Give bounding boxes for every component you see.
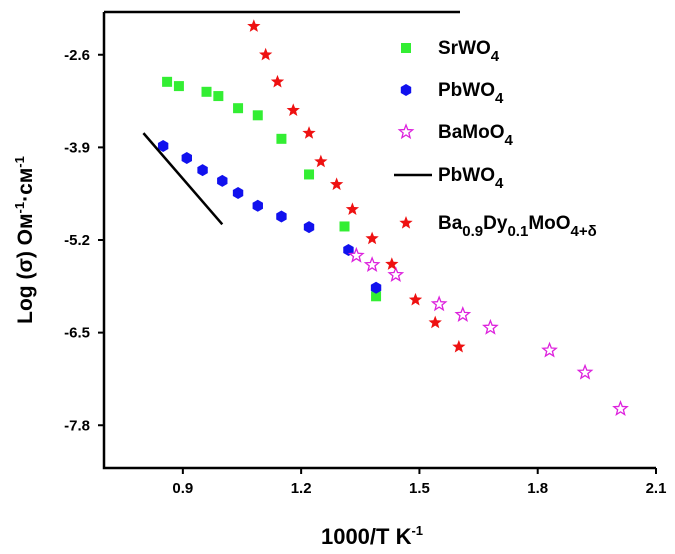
legend-label-srwo4: SrWO4: [438, 38, 500, 65]
y-axis-label: Log (σ) Ом-1·см-1: [12, 156, 37, 324]
axis-frame-left-bottom: [102, 12, 656, 470]
data-point-bdmo: [259, 47, 273, 61]
data-point-bdmo: [286, 103, 300, 116]
data-point-bamoo4: [347, 246, 365, 263]
data-point-srwo4: [162, 76, 173, 87]
legend-label-pbwo4_line: PbWO4: [438, 165, 504, 192]
data-point-bdmo: [302, 126, 316, 139]
y-tick-label: -3.9: [64, 139, 90, 156]
data-point-bamoo4: [363, 256, 381, 273]
data-point-bdmo: [452, 339, 466, 353]
x-tick-label: 1.8: [527, 480, 548, 497]
plot-area: [142, 19, 629, 416]
legend-marker-bamoo4: [397, 123, 415, 140]
series-line-pbwo4_line: [142, 132, 224, 226]
data-point-pbwo4: [217, 174, 228, 187]
data-point-bdmo: [345, 202, 360, 216]
legend-label-pbwo4: PbWO4: [438, 80, 504, 107]
data-point-srwo4: [252, 110, 263, 121]
data-point-bdmo: [365, 231, 379, 245]
data-point-srwo4: [339, 221, 350, 232]
data-point-pbwo4: [343, 243, 354, 256]
data-point-bdmo: [428, 315, 442, 329]
data-point-bamoo4: [430, 295, 448, 312]
legend-label-bamoo4: BaMoO4: [438, 122, 514, 149]
data-point-bamoo4: [482, 318, 499, 335]
x-tick-label: 1.2: [291, 480, 312, 497]
y-tick-label: -7.8: [64, 417, 90, 434]
y-tick-label: -2.6: [64, 47, 90, 64]
data-point-srwo4: [173, 81, 184, 92]
legend-marker-pbwo4: [400, 84, 412, 96]
data-point-bdmo: [385, 257, 399, 270]
x-tick-label: 0.9: [172, 480, 193, 497]
data-point-srwo4: [304, 169, 315, 180]
data-point-pbwo4: [181, 152, 192, 165]
data-point-bdmo: [247, 19, 261, 32]
data-point-bamoo4: [612, 400, 629, 416]
data-point-pbwo4: [252, 199, 263, 212]
y-tick-label: -6.5: [64, 325, 90, 342]
data-point-pbwo4: [157, 139, 169, 152]
legend-marker-bdmo: [399, 216, 413, 229]
data-point-pbwo4: [370, 281, 382, 294]
data-point-bamoo4: [576, 363, 594, 380]
data-point-bamoo4: [541, 341, 558, 358]
data-point-srwo4: [201, 86, 212, 97]
legend: SrWO4 PbWO4 BaMoO4 PbWO4 Ba0.9Dy0.1MoO4+δ: [394, 38, 597, 240]
x-axis-label: 1000/T K-1: [321, 523, 423, 549]
data-point-pbwo4: [276, 210, 287, 223]
data-point-bamoo4: [387, 266, 405, 283]
data-point-srwo4: [213, 91, 224, 102]
data-point-bdmo: [314, 154, 328, 168]
data-point-srwo4: [371, 291, 382, 302]
data-point-pbwo4: [303, 221, 315, 234]
data-point-bdmo: [408, 292, 423, 306]
data-point-pbwo4: [197, 164, 208, 177]
legend-label-bdmo: Ba0.9Dy0.1MoO4+δ: [438, 213, 597, 240]
x-tick-label: 1.5: [409, 480, 430, 497]
data-point-srwo4: [233, 103, 244, 114]
axes: 0.9 1.2 1.5 1.8 2.1 -2.6 -3.9 -5.2 -6.5 -7.8: [64, 10, 667, 497]
x-tick-label: 2.1: [646, 480, 667, 497]
y-tick-label: -5.2: [64, 232, 90, 249]
data-point-bamoo4: [454, 305, 472, 322]
data-point-srwo4: [276, 133, 287, 144]
legend-marker-srwo4: [401, 43, 411, 53]
data-point-bdmo: [270, 74, 285, 88]
data-point-bdmo: [329, 177, 344, 191]
data-point-pbwo4: [232, 186, 244, 199]
